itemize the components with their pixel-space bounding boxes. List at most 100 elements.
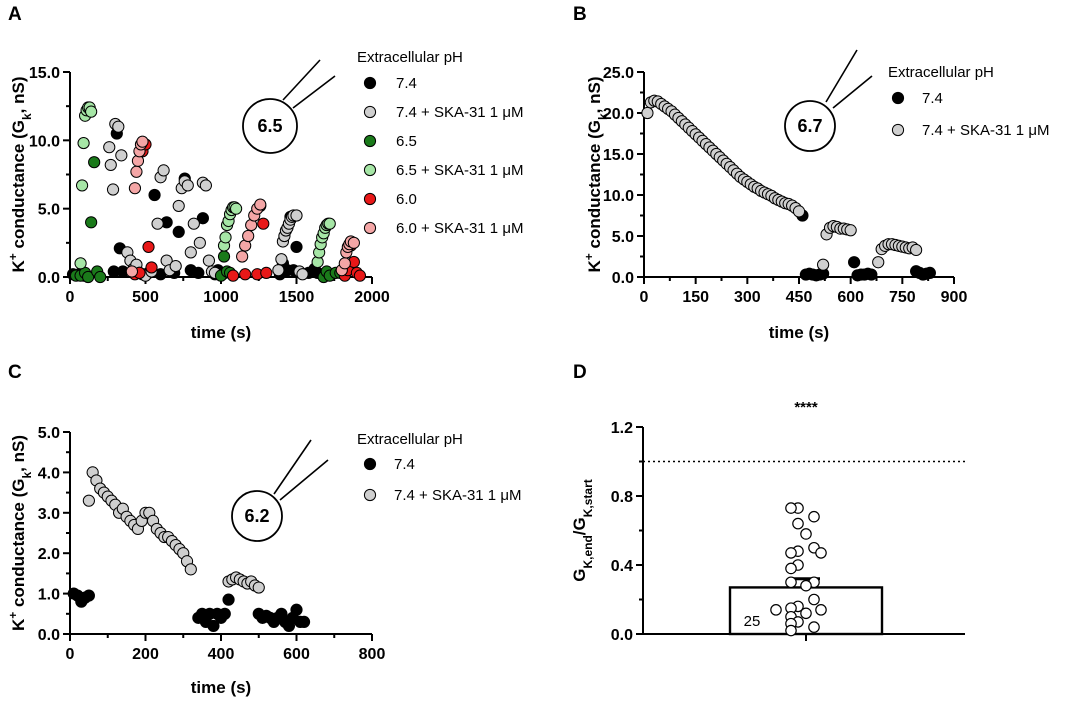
legend: Extracellular pH 7.4 7.4 + SKA-31 1 μM 6.5 6…	[357, 49, 523, 237]
data-point	[770, 604, 782, 616]
y-tick-label: 3.0	[38, 506, 60, 523]
x-tick-label: 500	[132, 289, 159, 306]
x-tick-label: 400	[208, 646, 235, 663]
data-point	[844, 224, 857, 237]
legend-title: Extracellular pH	[357, 49, 463, 66]
legend-marker	[363, 488, 377, 502]
data-point	[254, 198, 267, 211]
pipette-line	[282, 59, 321, 101]
panel-letter: D	[573, 362, 587, 383]
data-point	[800, 528, 812, 540]
y-title-subscript: K,end	[581, 535, 595, 568]
data-point	[252, 581, 265, 594]
data-point	[130, 165, 143, 178]
data-point	[217, 250, 231, 263]
data-point	[106, 183, 120, 196]
panel-d: D 0.0 0.4 0.8 1.2 GK,end/GK,start 25 ****	[570, 362, 965, 644]
x-tick-label: 0	[66, 289, 75, 306]
y-tick-label: 0.8	[611, 489, 633, 506]
data-point	[865, 268, 878, 281]
y-tick-label: 1.2	[611, 420, 633, 437]
x-tick-label: 750	[889, 289, 916, 306]
x-tick-label: 600	[283, 646, 310, 663]
data-point	[207, 619, 220, 633]
y-tick-label: 5.0	[612, 229, 634, 246]
data-point	[815, 547, 827, 559]
data-point	[785, 576, 797, 589]
y-title-main: K	[9, 618, 28, 631]
data-point	[128, 182, 142, 195]
y-title-superscript: +	[582, 253, 596, 260]
data-point	[296, 268, 309, 281]
legend-label: 6.0	[396, 191, 417, 208]
data-point	[323, 217, 336, 230]
data-point	[785, 562, 797, 575]
pipette-icon: 6.5	[242, 59, 336, 154]
pipette-line	[832, 75, 873, 109]
data-point	[151, 217, 164, 230]
data-point	[199, 179, 212, 192]
pipette-icon: 6.7	[784, 49, 873, 152]
y-title-main: K	[585, 260, 604, 273]
data-point	[290, 240, 303, 254]
data-point	[136, 135, 149, 148]
y-axis-title: K+ conductance (Gk, nS)	[582, 76, 610, 272]
data-point	[275, 253, 288, 266]
x-tick-label: 900	[941, 289, 968, 306]
data-point	[88, 156, 101, 169]
data-point	[808, 621, 820, 633]
y-title-subscript: k	[20, 472, 34, 479]
series-1	[82, 466, 265, 594]
legend-label: 6.5	[396, 133, 417, 150]
legend: Extracellular pH 7.4 7.4 + SKA-31 1 μM	[357, 431, 521, 504]
data-point	[910, 243, 923, 257]
data-point	[202, 254, 216, 267]
data-point	[848, 256, 861, 269]
data-point	[290, 603, 303, 616]
data-point	[103, 141, 116, 154]
data-point	[785, 547, 797, 559]
y-axis-title: K+ conductance (Gk, nS)	[6, 76, 34, 272]
data-point	[145, 261, 158, 274]
pipette-ph-label: 6.2	[244, 506, 269, 526]
panel-letter: B	[573, 4, 587, 25]
panel-a: A 0 500 1000 1500 2000 0.0 5.0 10.0 15.0 time (s) K…	[6, 4, 523, 342]
panel-letter: A	[8, 4, 22, 25]
legend-label: 7.4	[396, 75, 417, 92]
data-point	[187, 217, 200, 230]
y-title-subscript: k	[596, 113, 610, 120]
y-tick-label: 0.0	[612, 270, 634, 287]
y-axis-title: GK,end/GK,start	[570, 479, 595, 582]
panel-letter: C	[8, 362, 22, 383]
pipette-circle	[784, 100, 836, 152]
x-axis-title: time (s)	[769, 323, 829, 342]
data-point	[172, 199, 185, 213]
y-axis-title: K+ conductance (Gk, nS)	[6, 435, 34, 631]
data-point	[257, 217, 270, 230]
data-point	[82, 494, 95, 507]
data-point	[272, 264, 285, 277]
y-title-subscript: K,start	[581, 479, 595, 517]
data-point	[192, 266, 205, 279]
data-point	[338, 257, 351, 270]
data-point	[808, 593, 820, 606]
x-tick-label: 600	[837, 289, 864, 306]
data-point	[82, 270, 95, 284]
data-point	[169, 259, 182, 273]
data-point	[75, 179, 89, 192]
pipette-circle	[242, 98, 298, 154]
y-title-main: , nS)	[9, 435, 28, 472]
legend-title: Extracellular pH	[888, 64, 994, 81]
series-1	[641, 94, 923, 271]
data-point	[792, 517, 804, 530]
x-tick-label: 1000	[203, 289, 239, 306]
legend-marker	[363, 457, 377, 471]
x-tick-label: 150	[682, 289, 709, 306]
y-title-subscript: k	[20, 113, 34, 120]
y-title-main: /G	[570, 517, 589, 535]
y-tick-label: 2.0	[38, 546, 60, 563]
data-point	[218, 607, 231, 620]
y-tick-label: 4.0	[38, 465, 60, 482]
data-point	[181, 179, 194, 192]
legend-marker	[363, 163, 377, 177]
